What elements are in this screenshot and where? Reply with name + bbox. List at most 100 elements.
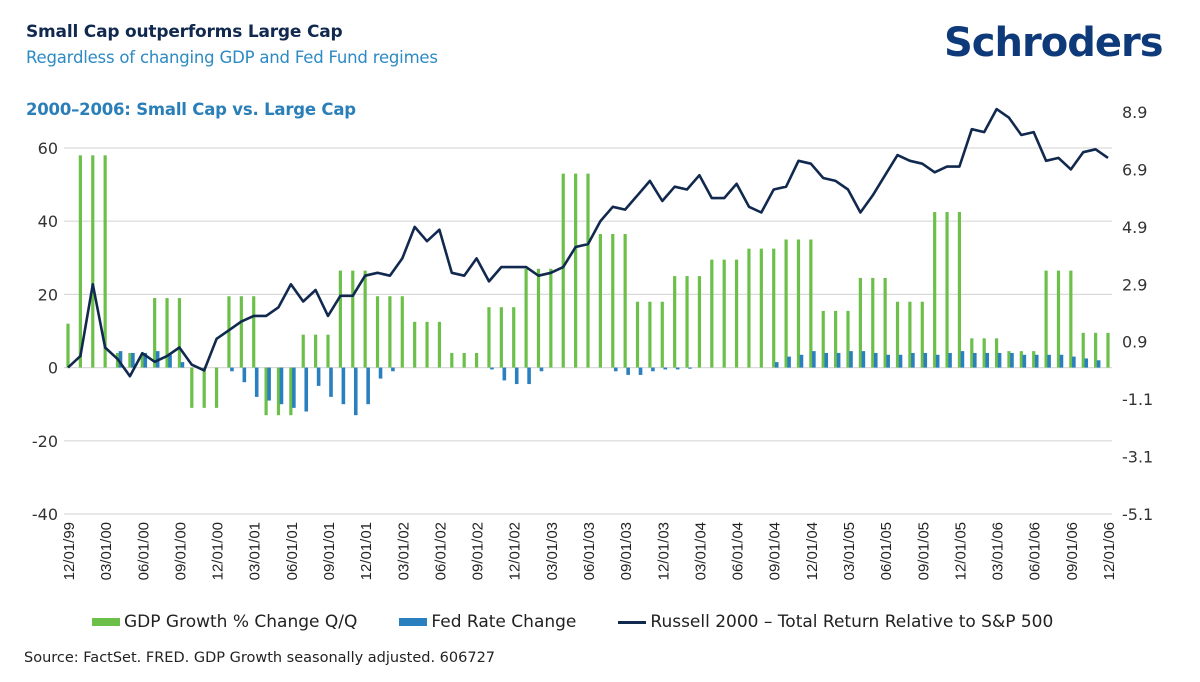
- gdp-bar: [747, 248, 751, 368]
- x-tick-label: 06/01/05: [878, 522, 895, 580]
- x-tick-label: 09/01/01: [321, 522, 338, 580]
- gdp-bar: [858, 277, 862, 368]
- legend-label-russell: Russell 2000 – Total Return Relative to …: [650, 612, 1054, 632]
- gdp-bar: [586, 173, 590, 368]
- gdp-bar: [982, 338, 986, 368]
- right-tick-label: -1.1: [1122, 390, 1153, 409]
- fed-bar: [836, 352, 841, 368]
- fed-bar: [118, 351, 123, 368]
- left-tick-label: 20: [38, 285, 58, 304]
- x-tick-label: 12/01/01: [358, 522, 375, 580]
- fed-bar: [1096, 360, 1101, 368]
- gdp-bar: [871, 277, 875, 368]
- fed-bar: [341, 367, 346, 405]
- left-tick-label: 40: [38, 212, 58, 231]
- russell-line: [67, 107, 1109, 378]
- gdp-bar: [1007, 351, 1011, 368]
- gdp-bar: [1069, 270, 1073, 368]
- fed-bar: [638, 367, 643, 375]
- right-tick-label: 6.9: [1122, 160, 1147, 179]
- section-title: 2000–2006: Small Cap vs. Large Cap: [26, 100, 356, 119]
- gdp-bar: [623, 234, 627, 368]
- gdp-bar: [821, 310, 825, 368]
- legend-item-gdp: GDP Growth % Change Q/Q: [92, 612, 357, 632]
- left-tick-label: 0: [48, 359, 58, 378]
- fed-bar: [168, 354, 172, 368]
- gdp-bar: [66, 323, 70, 368]
- fed-bar: [675, 367, 680, 370]
- x-tick-label: 12/01/00: [210, 522, 227, 580]
- x-tick-label: 03/01/02: [395, 522, 412, 580]
- gdp-bar: [697, 276, 702, 368]
- right-tick-label: 4.9: [1122, 218, 1147, 237]
- fed-bar: [861, 351, 866, 368]
- gdp-bar: [895, 301, 900, 368]
- gdp-bar: [1019, 351, 1023, 368]
- fed-bar: [1034, 354, 1039, 368]
- fed-bar: [391, 367, 395, 372]
- gdp-bar: [846, 310, 850, 368]
- gdp-bar: [177, 298, 182, 368]
- fed-bar: [539, 367, 544, 372]
- fed-bar: [613, 367, 618, 372]
- gdp-bar: [78, 155, 82, 368]
- fed-bar: [267, 367, 271, 401]
- gdp-bar: [400, 296, 404, 368]
- gdp-bar: [91, 155, 95, 368]
- left-axis-ticks: 60 40 20 0 -20 -40: [32, 139, 58, 524]
- right-tick-label: 2.9: [1122, 275, 1147, 294]
- x-tick-label: 09/01/05: [915, 522, 932, 580]
- gdp-bar: [264, 367, 268, 416]
- gdp-bar: [512, 307, 516, 368]
- fed-bar: [849, 351, 853, 368]
- gdp-bar: [413, 321, 417, 368]
- gdp-bar: [301, 334, 305, 368]
- fed-bar: [180, 362, 185, 368]
- gdp-bar: [598, 234, 602, 368]
- gdp-bar: [536, 268, 541, 368]
- fed-bar: [143, 352, 148, 368]
- legend-item-russell: Russell 2000 – Total Return Relative to …: [618, 612, 1053, 632]
- fed-bar: [304, 367, 309, 412]
- fed-bar: [774, 362, 779, 368]
- fed-bar: [514, 367, 519, 385]
- fed-bar: [378, 367, 383, 379]
- x-tick-label: 12/01/02: [507, 522, 524, 580]
- fed-bar: [242, 367, 247, 383]
- x-tick-label: 06/01/06: [1027, 522, 1044, 580]
- gdp-bar: [673, 276, 677, 368]
- gdp-bar: [796, 239, 801, 368]
- gdp-bar: [214, 367, 219, 408]
- fed-bar: [911, 352, 915, 368]
- gdp-bar: [289, 367, 293, 416]
- fed-bar: [886, 354, 890, 368]
- gdp-bar: [994, 338, 999, 368]
- gdp-bar: [549, 268, 553, 368]
- x-tick-label: 12/01/03: [655, 522, 672, 580]
- x-tick-label: 12/01/06: [1101, 522, 1118, 580]
- left-tick-label: 60: [38, 139, 58, 158]
- fed-bar: [230, 367, 234, 372]
- gdp-bar: [945, 212, 949, 368]
- gdp-bar: [784, 239, 788, 368]
- gdp-bar: [933, 212, 937, 368]
- right-tick-label: -5.1: [1122, 505, 1153, 524]
- fed-bar: [131, 352, 135, 368]
- fed-bar: [651, 367, 655, 372]
- x-tick-label: 09/01/02: [470, 522, 487, 580]
- gdp-bar: [734, 259, 739, 368]
- russell-swatch: [618, 620, 647, 624]
- fed-bar: [254, 367, 259, 397]
- gdp-bar: [611, 234, 615, 368]
- gdp-bar: [326, 334, 330, 368]
- gdp-bar: [1032, 351, 1036, 368]
- fed-bar: [279, 367, 284, 405]
- gdp-bar: [499, 307, 503, 368]
- x-tick-label: 06/01/04: [730, 522, 747, 580]
- right-tick-label: -3.1: [1122, 448, 1153, 467]
- gdp-bar: [252, 296, 256, 368]
- gdp-bar: [388, 296, 392, 368]
- gdp-bar: [227, 296, 231, 368]
- gdp-swatch: [92, 618, 120, 626]
- x-tick-label: 06/01/01: [284, 522, 301, 580]
